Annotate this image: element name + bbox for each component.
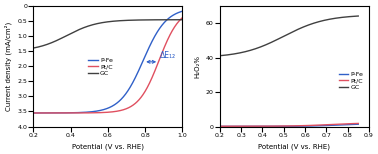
Y-axis label: Current density (mA/cm²): Current density (mA/cm²) — [4, 22, 12, 111]
Legend: P-Fe, Pt/C, GC: P-Fe, Pt/C, GC — [336, 69, 366, 93]
Text: ΔE₁₂: ΔE₁₂ — [160, 51, 176, 60]
X-axis label: Potential (V vs. RHE): Potential (V vs. RHE) — [72, 143, 144, 150]
X-axis label: Potential (V vs. RHE): Potential (V vs. RHE) — [259, 143, 330, 150]
Y-axis label: H₂O₂%: H₂O₂% — [194, 55, 200, 78]
Legend: P-Fe, Pt/C, GC: P-Fe, Pt/C, GC — [86, 55, 115, 79]
